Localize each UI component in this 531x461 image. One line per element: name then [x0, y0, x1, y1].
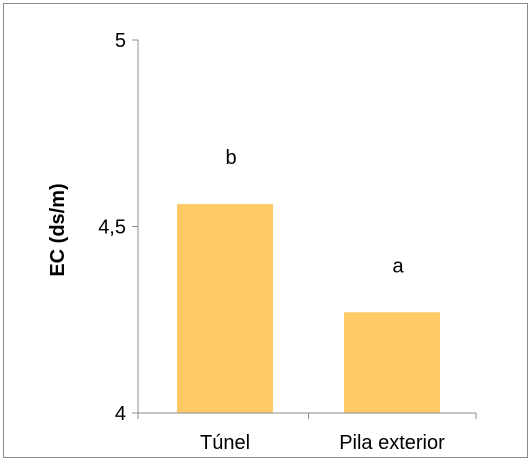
bar-1: [344, 312, 440, 413]
y-tick-label-0: 4: [115, 403, 126, 425]
x-tick-label-0: Túnel: [200, 432, 250, 454]
data-label-1: a: [392, 255, 404, 277]
x-tick-label-1: Pila exterior: [339, 432, 445, 454]
bar-0: [177, 204, 273, 413]
plot-area: 4 4,5 5 Túnel Pila exterior b a: [98, 30, 477, 454]
data-label-0: b: [225, 147, 236, 169]
y-tick-label-2: 5: [115, 30, 126, 52]
y-tick-label-1: 4,5: [98, 217, 126, 239]
y-axis-title: EC (ds/m): [47, 183, 69, 276]
